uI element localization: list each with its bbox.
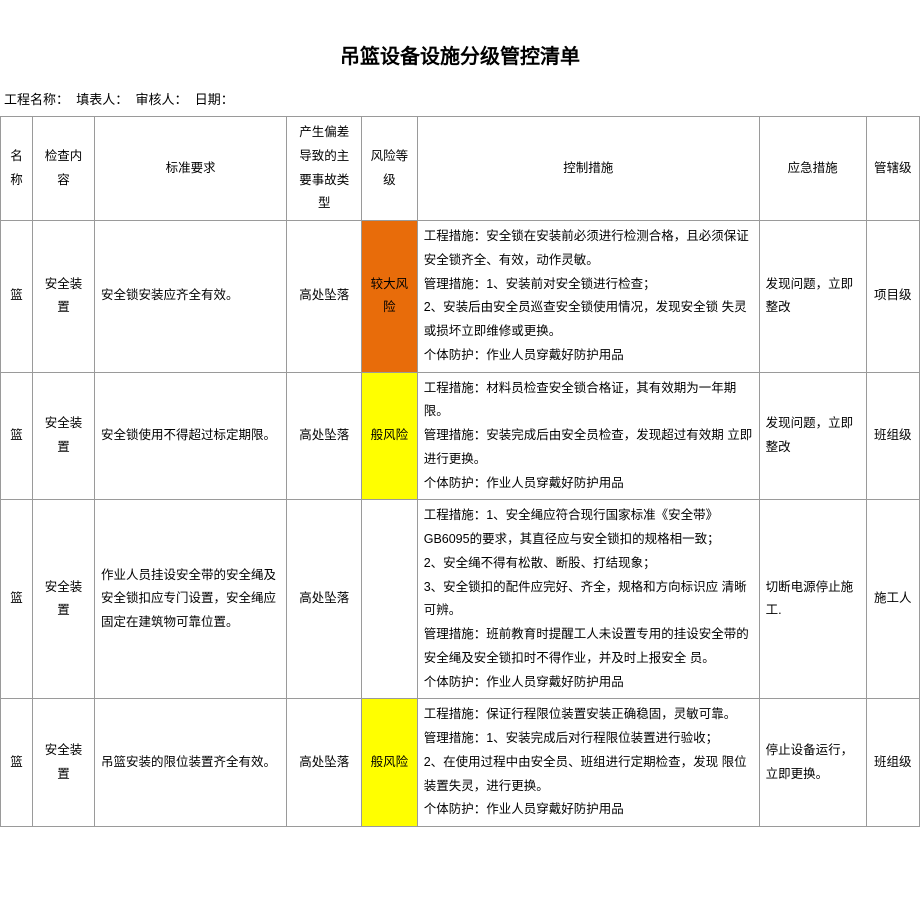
cell-risk: 般风险 — [362, 699, 418, 827]
meta-line: 工程名称： 填表人： 审核人： 日期： — [4, 89, 920, 108]
cell-standard: 安全锁安装应齐全有效。 — [95, 221, 287, 373]
col-check: 检查内容 — [33, 117, 95, 221]
cell-control: 工程措施：安全锁在安装前必须进行检测合格，且必须保证安全锁齐全、有效，动作灵敏。… — [417, 221, 759, 373]
table-row: 篮安全装置安全锁安装应齐全有效。高处坠落较大风险工程措施：安全锁在安装前必须进行… — [1, 221, 920, 373]
date-label: 日期： — [195, 92, 234, 107]
cell-emergency: 停止设备运行，立即更换。 — [759, 699, 866, 827]
cell-standard: 安全锁使用不得超过标定期限。 — [95, 372, 287, 500]
cell-accident: 高处坠落 — [287, 221, 362, 373]
cell-standard: 作业人员挂设安全带的安全绳及安全锁扣应专门设置，安全绳应固定在建筑物可靠位置。 — [95, 500, 287, 699]
col-name: 名称 — [1, 117, 33, 221]
cell-name: 篮 — [1, 221, 33, 373]
col-control: 控制措施 — [417, 117, 759, 221]
table-row: 篮安全装置安全锁使用不得超过标定期限。高处坠落般风险工程措施：材料员检查安全锁合… — [1, 372, 920, 500]
table-body: 篮安全装置安全锁安装应齐全有效。高处坠落较大风险工程措施：安全锁在安装前必须进行… — [1, 221, 920, 827]
cell-risk: 般风险 — [362, 372, 418, 500]
cell-check: 安全装置 — [33, 372, 95, 500]
cell-control: 工程措施：保证行程限位装置安装正确稳固，灵敏可靠。管理措施：1、安装完成后对行程… — [417, 699, 759, 827]
col-risk: 风险等级 — [362, 117, 418, 221]
cell-emergency: 发现问题，立即整改 — [759, 221, 866, 373]
document-title: 吊篮设备设施分级管控清单 — [0, 40, 920, 69]
control-table: 名称 检查内容 标准要求 产生偏差导致的主要事故类型 风险等级 控制措施 应急措… — [0, 116, 920, 827]
reviewer-label: 审核人： — [136, 92, 188, 107]
cell-accident: 高处坠落 — [287, 500, 362, 699]
cell-level: 项目级 — [866, 221, 919, 373]
col-accident: 产生偏差导致的主要事故类型 — [287, 117, 362, 221]
project-label: 工程名称： — [4, 92, 69, 107]
cell-control: 工程措施：1、安全绳应符合现行国家标准《安全带》GB6095的要求，其直径应与安… — [417, 500, 759, 699]
col-standard: 标准要求 — [95, 117, 287, 221]
cell-accident: 高处坠落 — [287, 372, 362, 500]
document-page: 吊篮设备设施分级管控清单 工程名称： 填表人： 审核人： 日期： 名称 检查内容… — [0, 0, 920, 847]
col-emergency: 应急措施 — [759, 117, 866, 221]
cell-standard: 吊篮安装的限位装置齐全有效。 — [95, 699, 287, 827]
cell-level: 班组级 — [866, 372, 919, 500]
cell-level: 施工人 — [866, 500, 919, 699]
table-row: 篮安全装置吊篮安装的限位装置齐全有效。高处坠落般风险工程措施：保证行程限位装置安… — [1, 699, 920, 827]
cell-emergency: 发现问题，立即整改 — [759, 372, 866, 500]
cell-accident: 高处坠落 — [287, 699, 362, 827]
cell-emergency: 切断电源停止施工. — [759, 500, 866, 699]
cell-check: 安全装置 — [33, 699, 95, 827]
cell-risk: 较大风险 — [362, 221, 418, 373]
cell-control: 工程措施：材料员检查安全锁合格证，其有效期为一年期限。管理措施：安装完成后由安全… — [417, 372, 759, 500]
cell-check: 安全装置 — [33, 221, 95, 373]
col-level: 管辖级 — [866, 117, 919, 221]
filler-label: 填表人： — [76, 92, 128, 107]
table-row: 篮安全装置作业人员挂设安全带的安全绳及安全锁扣应专门设置，安全绳应固定在建筑物可… — [1, 500, 920, 699]
cell-risk — [362, 500, 418, 699]
cell-name: 篮 — [1, 699, 33, 827]
table-header-row: 名称 检查内容 标准要求 产生偏差导致的主要事故类型 风险等级 控制措施 应急措… — [1, 117, 920, 221]
cell-name: 篮 — [1, 372, 33, 500]
cell-name: 篮 — [1, 500, 33, 699]
cell-level: 班组级 — [866, 699, 919, 827]
cell-check: 安全装置 — [33, 500, 95, 699]
